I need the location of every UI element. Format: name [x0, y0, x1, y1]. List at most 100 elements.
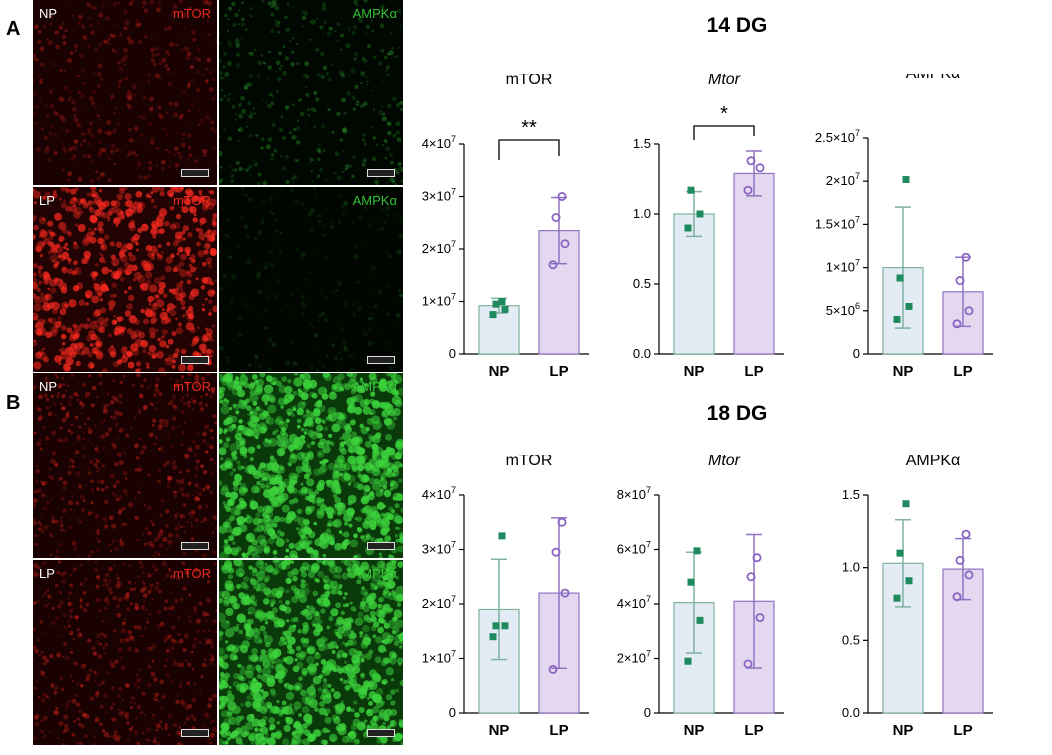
y-tick-label: 2×107: [617, 649, 651, 666]
significance-bracket: [498, 139, 560, 160]
x-tick-label-np: NP: [893, 363, 914, 380]
x-tick-label-np: NP: [684, 363, 705, 380]
x-tick-label-lp: LP: [549, 363, 568, 380]
micrograph-18dg-lp-mtor: LP mTOR: [33, 560, 217, 745]
micrograph-stain-label: mTOR: [172, 566, 211, 581]
y-tick-label: 1×107: [826, 258, 860, 275]
chart-title: Mtor: [708, 455, 741, 469]
y-tick-label: 1.0: [842, 560, 860, 575]
x-tick-label-np: NP: [489, 363, 510, 380]
significance-label: **: [521, 117, 537, 139]
data-point-lp: [755, 613, 765, 623]
micrograph-18dg-lp-ampk: AMPKα: [219, 560, 403, 745]
micrograph-texture: [33, 0, 217, 183]
micrograph-texture: [219, 187, 403, 372]
bar-chart: Mtor 0 2×107 4×107 6×107 8×107 NP LP: [617, 455, 784, 739]
micrograph-stain-label: AMPKα: [352, 566, 397, 581]
data-point-np: [489, 633, 497, 641]
scale-bar: [181, 729, 209, 737]
data-point-np: [902, 175, 910, 183]
micrograph-row-label: NP: [39, 379, 58, 394]
x-tick-label-np: NP: [489, 722, 510, 739]
scale-bar: [367, 169, 395, 177]
micrograph-14dg-lp-mtor: LP mTOR: [33, 187, 217, 372]
micrograph-stain-label: AMPKα: [352, 193, 397, 208]
scale-bar: [181, 542, 209, 550]
data-point-np: [501, 305, 509, 313]
data-point-lp: [964, 570, 974, 580]
data-point-lp: [752, 553, 762, 563]
data-point-np: [498, 298, 506, 305]
y-tick-label: 1.5: [633, 136, 651, 151]
y-tick-label: 0: [449, 346, 456, 361]
data-point-lp: [746, 572, 756, 582]
bar-chart: mTOR 0 1×107 2×107 3×107 4×107 NP LP **: [422, 74, 589, 380]
bar-chart: AMPKα 0.0 0.5 1.0 1.5 NP LP: [842, 455, 993, 739]
data-point-lp: [755, 163, 765, 173]
data-point-lp: [548, 260, 558, 270]
y-tick-label: 0: [449, 705, 456, 720]
micrograph-row-label: LP: [39, 193, 55, 208]
y-tick-label: 1×107: [422, 292, 456, 309]
micrograph-18dg-np-ampk: AMPKα: [219, 373, 403, 558]
micrograph-14dg-lp-ampk: AMPKα: [219, 187, 403, 372]
data-point-lp: [746, 156, 756, 166]
panel-letter-b: B: [6, 392, 21, 414]
chart-title: Mtor: [708, 74, 741, 88]
micrograph-14dg-np-ampk: AMPKα: [219, 0, 403, 185]
micrograph-row-label: LP: [39, 566, 55, 581]
bar-chart: mTOR 0 1×107 2×107 3×107 4×107 NP LP: [422, 455, 589, 739]
micrograph-texture: [33, 373, 217, 558]
data-point-lp: [955, 276, 965, 286]
chart-title: AMPKα: [906, 74, 961, 82]
data-point-lp: [551, 212, 561, 222]
data-point-np: [696, 210, 704, 218]
y-tick-label: 8×107: [617, 485, 651, 502]
y-tick-label: 1.5: [842, 487, 860, 502]
y-tick-label: 0.0: [842, 705, 860, 720]
data-point-lp: [743, 659, 753, 669]
bar-lp: [733, 172, 775, 355]
bar-chart: Mtor 0.0 0.5 1.0 1.5 NP LP *: [633, 74, 784, 380]
data-point-np: [498, 532, 506, 540]
data-point-lp: [964, 306, 974, 316]
data-point-lp: [961, 252, 971, 262]
micrograph-18dg-np-mtor: NP mTOR: [33, 373, 217, 558]
data-point-lp: [743, 185, 753, 195]
chart-title: mTOR: [506, 74, 553, 88]
panel-letter-a: A: [6, 18, 21, 40]
micrograph-texture: [219, 0, 403, 185]
data-point-np: [896, 274, 904, 282]
data-point-lp: [955, 555, 965, 565]
data-point-np: [492, 300, 500, 308]
x-tick-label-lp: LP: [953, 363, 972, 380]
y-tick-label: 2×107: [422, 594, 456, 611]
micrograph-stain-label: mTOR: [172, 193, 211, 208]
scale-bar: [367, 729, 395, 737]
section-title-14dg: 14 DG: [706, 14, 768, 37]
y-tick-label: 0: [644, 705, 651, 720]
y-tick-label: 0.5: [842, 632, 860, 647]
x-tick-label-np: NP: [893, 722, 914, 739]
y-tick-label: 5×106: [826, 301, 860, 318]
x-tick-label-lp: LP: [549, 722, 568, 739]
y-tick-label: 0.0: [633, 346, 651, 361]
data-point-np: [684, 224, 692, 232]
significance-label: *: [720, 103, 728, 125]
data-point-np: [905, 302, 913, 310]
data-point-lp: [961, 529, 971, 539]
y-tick-label: 3×107: [422, 187, 456, 204]
data-point-lp: [560, 239, 570, 249]
y-tick-label: 4×107: [422, 134, 456, 151]
y-tick-label: 6×107: [617, 540, 651, 557]
micrograph-texture: [33, 187, 217, 372]
micrograph-texture: [33, 560, 217, 745]
x-tick-label-lp: LP: [744, 363, 763, 380]
y-tick-label: 2.5×107: [815, 128, 860, 145]
data-point-np: [687, 186, 695, 194]
data-point-np: [693, 547, 701, 555]
data-point-np: [501, 622, 509, 630]
micrograph-row-label: NP: [39, 6, 58, 21]
significance-bracket: [693, 125, 755, 140]
x-tick-label-lp: LP: [744, 722, 763, 739]
